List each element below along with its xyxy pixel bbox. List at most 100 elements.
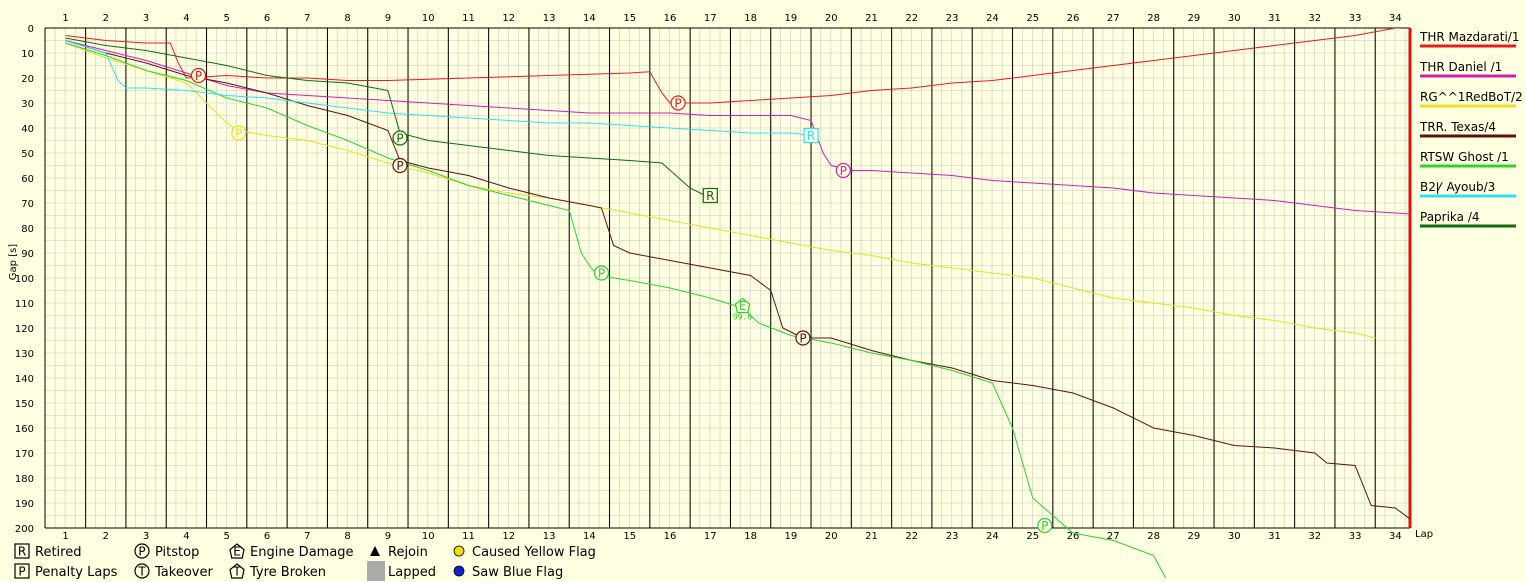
legend-symbol-shape <box>229 543 245 559</box>
series-line <box>65 40 1410 520</box>
x-tick-top: 3 <box>143 13 149 24</box>
x-tick-top: 12 <box>502 13 515 24</box>
pitstop-marker-shape <box>1037 517 1053 534</box>
legend-series-name: Paprika /4 <box>1420 210 1480 224</box>
y-tick: 20 <box>21 74 34 85</box>
flag-dot-icon <box>453 545 465 557</box>
y-tick: 80 <box>21 224 34 235</box>
x-tick-top: 24 <box>986 13 999 24</box>
x-tick-bottom: 20 <box>825 531 838 542</box>
x-tick-bottom: 12 <box>502 531 515 542</box>
y-tick: 150 <box>15 399 34 410</box>
x-tick-bottom: 26 <box>1067 531 1080 542</box>
legend-series-name: THR Daniel /1 <box>1419 60 1502 74</box>
x-tick-top: 1 <box>62 13 68 24</box>
legend-item-penalty-laps: P Penalty Laps <box>14 563 118 580</box>
legend-label: Penalty Laps <box>35 565 118 580</box>
x-tick-bottom: 15 <box>623 531 636 542</box>
x-tick-top: 26 <box>1067 13 1080 24</box>
x-tick-top: 7 <box>304 13 310 24</box>
y-tick: 60 <box>21 174 34 185</box>
chart-grid <box>44 27 1412 529</box>
legend-label: Rejoin <box>388 545 428 560</box>
y-tick: 70 <box>21 199 34 210</box>
x-axis-bottom: 1 2 3 4 5 6 7 8 9 10 11 12 13 14 15 16 17 18 19 20 21 22 23 24 2… <box>62 531 1401 542</box>
y-tick: 190 <box>15 499 34 510</box>
legend-item-rejoin: Rejoin <box>370 545 428 560</box>
x-tick-bottom: 28 <box>1147 531 1160 542</box>
x-tick-bottom: 21 <box>865 531 878 542</box>
x-tick-top: 10 <box>422 13 435 24</box>
legend-item-pitstop: P Pitstop <box>134 543 199 560</box>
legend-symbol-letter: T <box>137 565 146 579</box>
x-tick-bottom: 17 <box>704 531 717 542</box>
retired-marker-letter: R <box>706 189 714 203</box>
x-tick-top: 34 <box>1389 13 1402 24</box>
x-axis-top: 1 2 3 4 5 6 7 8 9 10 11 12 13 14 15 16 17 18 19 20 21 22 23 24 2… <box>62 13 1401 24</box>
legend-label: Tyre Broken <box>249 565 326 580</box>
y-tick: 140 <box>15 374 34 385</box>
legend-symbol-shape <box>14 563 30 579</box>
legend-item-saw-blue-flag: Saw Blue Flag <box>453 565 563 580</box>
y-axis-label: Gap [s] <box>8 244 19 281</box>
legend-item-tyre-broken: T Tyre Broken <box>229 563 326 580</box>
x-tick-top: 21 <box>865 13 878 24</box>
x-tick-top: 22 <box>905 13 918 24</box>
x-tick-bottom: 4 <box>183 531 189 542</box>
series-lines <box>65 28 1410 579</box>
legend-item-lapped: Lapped <box>367 561 436 581</box>
pitstop-marker: P <box>190 67 207 84</box>
y-tick: 160 <box>15 424 34 435</box>
pitstop-marker-letter: P <box>235 127 242 141</box>
lapped-icon <box>367 561 385 581</box>
legend-item-retired: R Retired <box>14 543 81 560</box>
x-tick-top: 23 <box>946 13 959 24</box>
pitstop-marker-letter: P <box>396 159 403 173</box>
legend-series-name: THR Mazdarati/1 <box>1419 30 1520 44</box>
x-tick-top: 18 <box>744 13 757 24</box>
x-tick-top: 16 <box>664 13 677 24</box>
marker-legend: R Retired P Penalty Laps P Pitstop T Takeover E E… <box>14 543 596 581</box>
legend-label: Engine Damage <box>250 545 354 560</box>
x-tick-bottom: 33 <box>1349 531 1362 542</box>
pitstop-marker-shape <box>231 125 247 141</box>
pitstop-marker-shape <box>835 162 851 179</box>
y-tick: 40 <box>21 124 34 135</box>
pitstop-marker: P <box>835 162 851 179</box>
x-tick-top: 11 <box>462 13 475 24</box>
x-tick-bottom: 16 <box>664 531 677 542</box>
y-tick: 170 <box>15 449 34 460</box>
x-tick-bottom: 2 <box>103 531 109 542</box>
y-tick: 50 <box>21 149 34 160</box>
x-tick-bottom: 25 <box>1026 531 1039 542</box>
y-tick: 30 <box>21 99 34 110</box>
legend-label: Retired <box>35 545 81 560</box>
x-tick-top: 27 <box>1107 13 1120 24</box>
legend-symbol-shape <box>14 543 30 559</box>
engine-damage-marker-shape <box>734 297 751 314</box>
x-tick-bottom: 34 <box>1389 531 1402 542</box>
y-tick: 10 <box>21 49 34 60</box>
retired-marker-shape <box>702 187 718 204</box>
x-tick-bottom: 18 <box>744 531 757 542</box>
legend-symbol-letter: P <box>18 565 25 579</box>
x-tick-top: 20 <box>825 13 838 24</box>
x-tick-top: 30 <box>1228 13 1241 24</box>
x-tick-top: 9 <box>385 13 391 24</box>
flag-dot-icon <box>453 565 465 577</box>
pitstop-marker-shape <box>593 265 610 281</box>
x-tick-top: 5 <box>224 13 230 24</box>
pitstop-marker-letter: P <box>396 132 403 146</box>
series-line <box>65 40 1410 215</box>
x-tick-top: 29 <box>1188 13 1201 24</box>
pitstop-marker: P <box>392 157 408 174</box>
x-tick-bottom: 23 <box>946 531 959 542</box>
pitstop-marker-letter: P <box>840 164 847 178</box>
retired-marker: R <box>803 127 819 144</box>
x-tick-top: 32 <box>1308 13 1321 24</box>
y-tick: 130 <box>15 349 34 360</box>
x-tick-bottom: 31 <box>1268 531 1281 542</box>
x-tick-top: 31 <box>1268 13 1281 24</box>
legend-item-caused-yellow-flag: Caused Yellow Flag <box>453 545 596 560</box>
retired-marker-letter: R <box>807 129 815 143</box>
